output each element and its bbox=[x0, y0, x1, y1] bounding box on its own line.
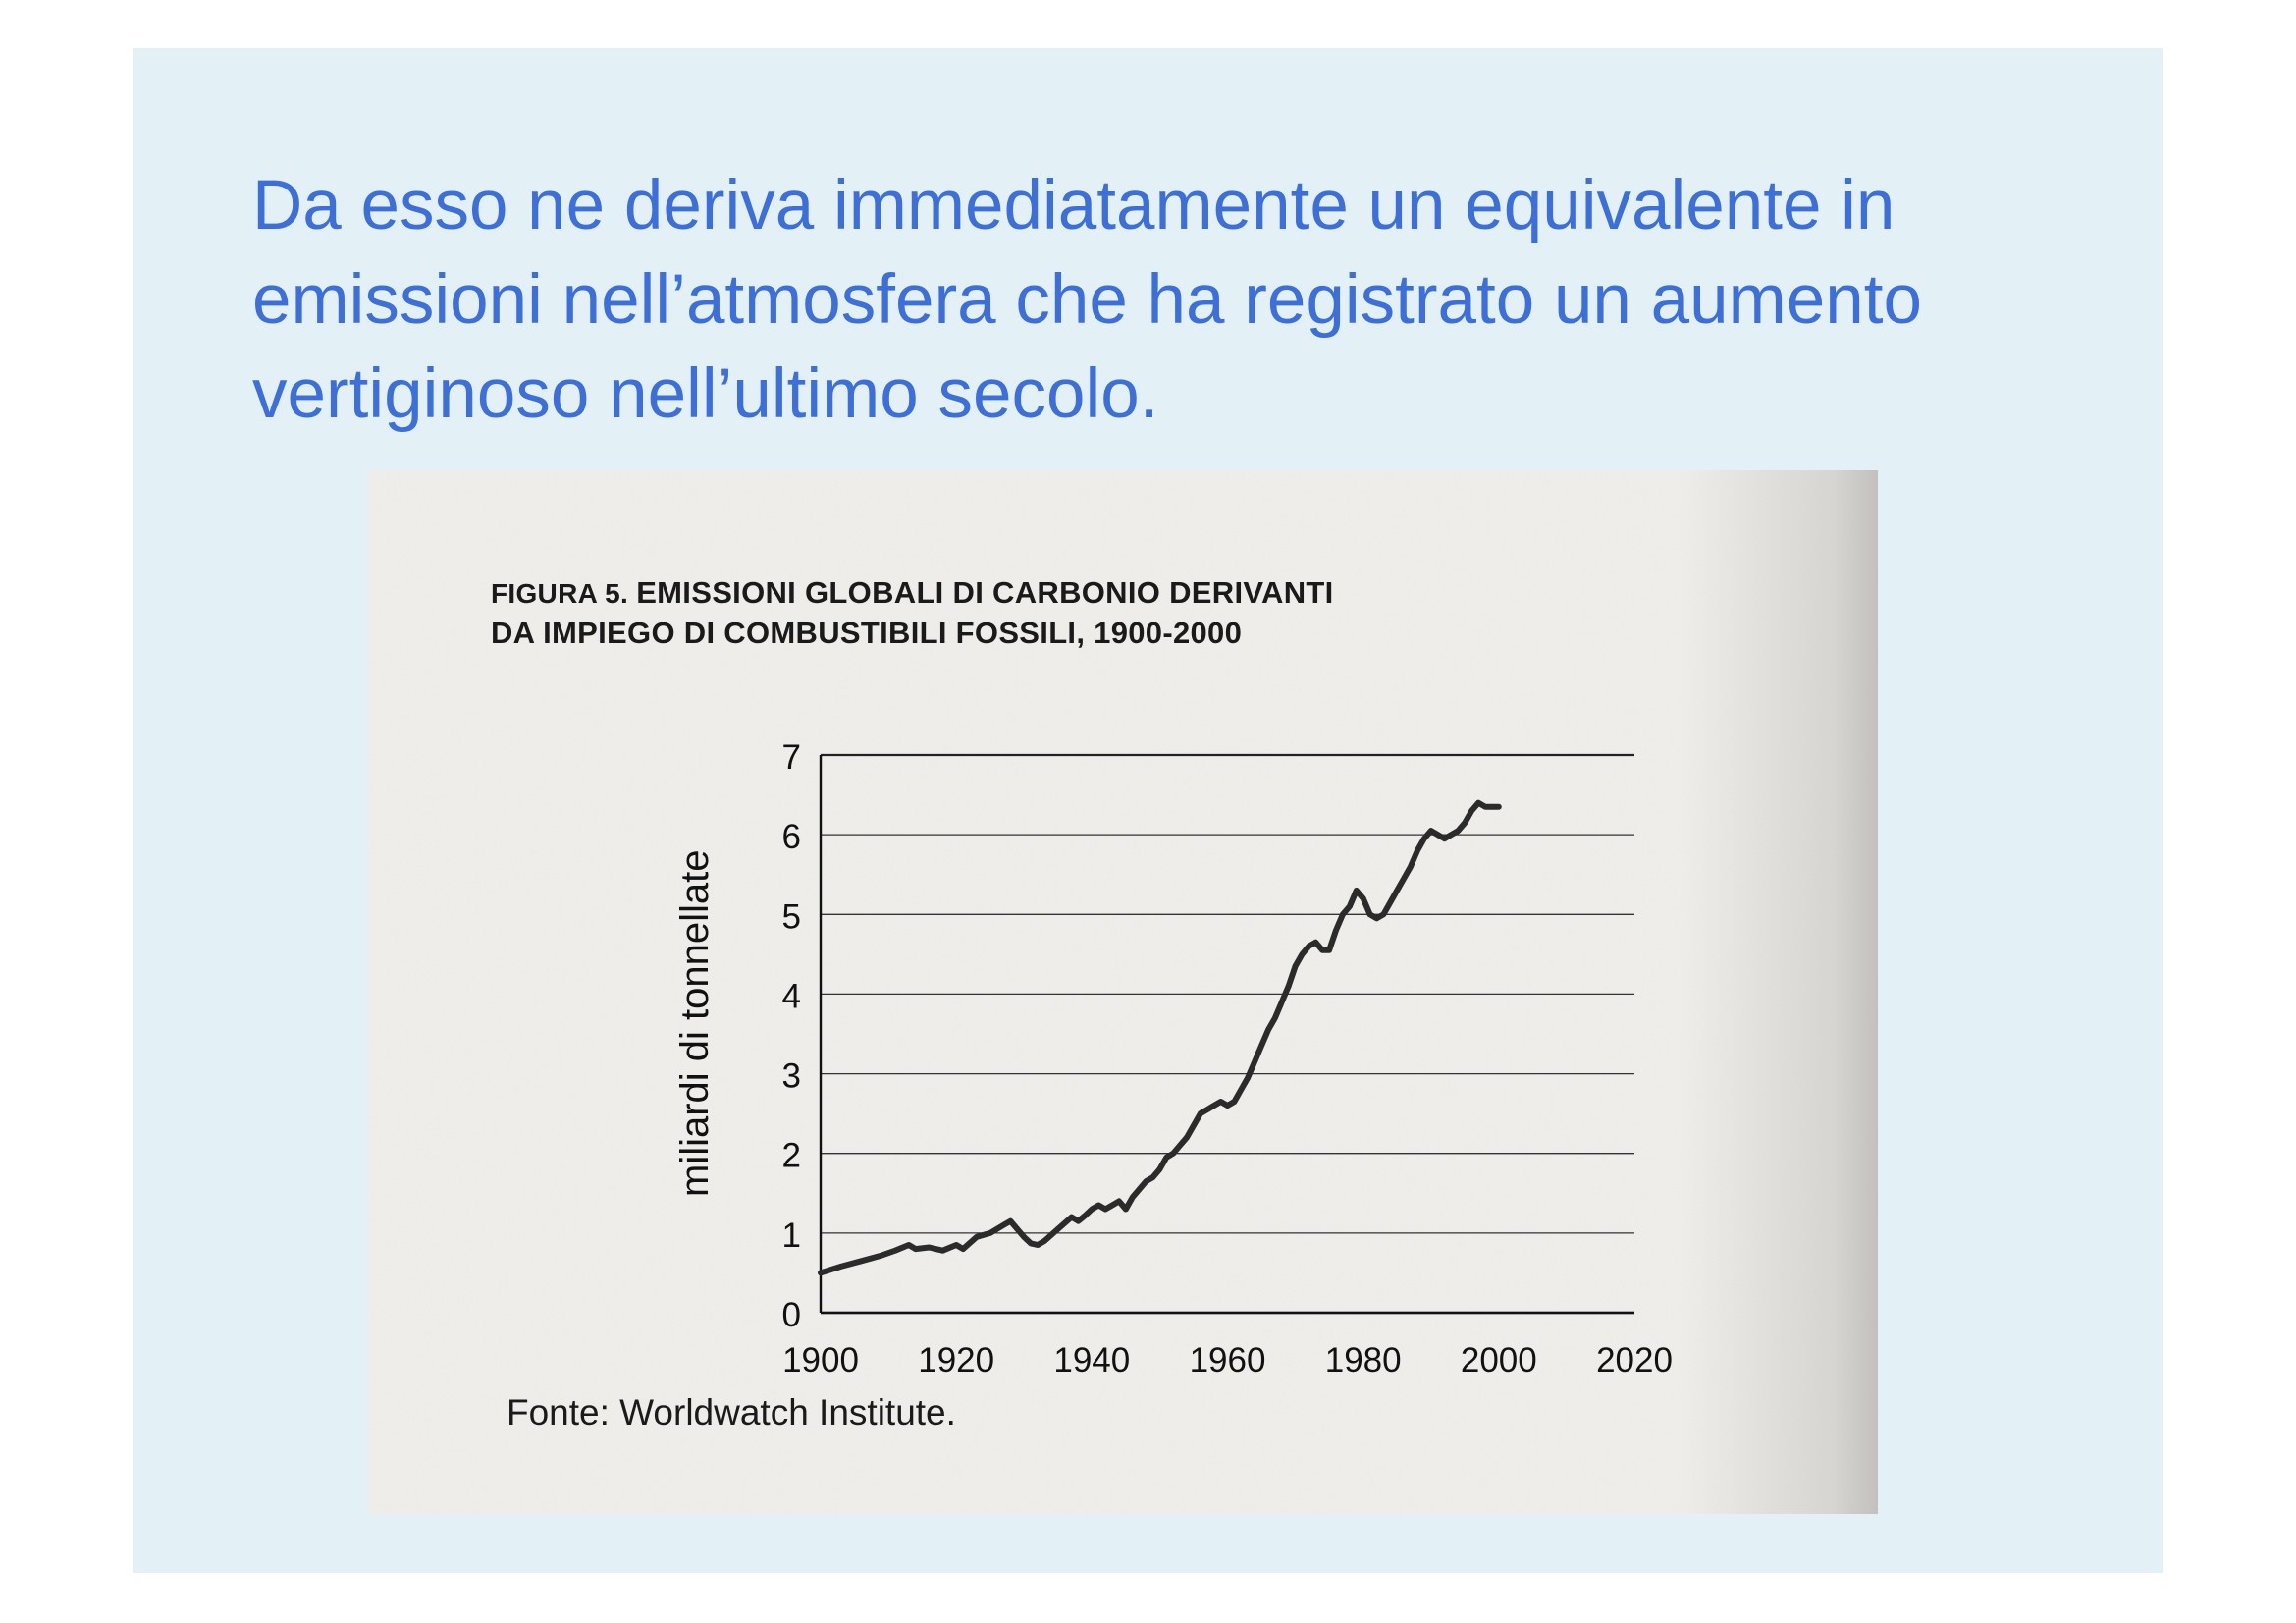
svg-text:2000: 2000 bbox=[1461, 1341, 1537, 1380]
svg-text:FIGURA 5. EMISSIONI GLOBALI DI: FIGURA 5. EMISSIONI GLOBALI DI CARBONIO … bbox=[491, 575, 1334, 610]
svg-text:1: 1 bbox=[782, 1217, 801, 1255]
svg-text:4: 4 bbox=[782, 977, 801, 1015]
svg-text:1980: 1980 bbox=[1325, 1341, 1402, 1380]
svg-text:5: 5 bbox=[782, 897, 801, 936]
svg-text:2: 2 bbox=[782, 1137, 801, 1175]
svg-text:1960: 1960 bbox=[1190, 1341, 1266, 1380]
svg-text:DA IMPIEGO DI COMBUSTIBILI FOS: DA IMPIEGO DI COMBUSTIBILI FOSSILI, 1900… bbox=[491, 616, 1242, 650]
svg-text:6: 6 bbox=[782, 818, 801, 856]
svg-text:2020: 2020 bbox=[1596, 1341, 1673, 1380]
svg-text:1900: 1900 bbox=[782, 1341, 859, 1380]
svg-text:3: 3 bbox=[782, 1057, 801, 1096]
svg-text:Fonte: Worldwatch Institute.: Fonte: Worldwatch Institute. bbox=[507, 1392, 956, 1433]
svg-text:1920: 1920 bbox=[918, 1341, 994, 1380]
svg-text:0: 0 bbox=[782, 1296, 801, 1334]
svg-text:miliardi di tonnellate: miliardi di tonnellate bbox=[673, 849, 717, 1197]
svg-text:1940: 1940 bbox=[1053, 1341, 1130, 1380]
svg-text:7: 7 bbox=[782, 738, 801, 777]
